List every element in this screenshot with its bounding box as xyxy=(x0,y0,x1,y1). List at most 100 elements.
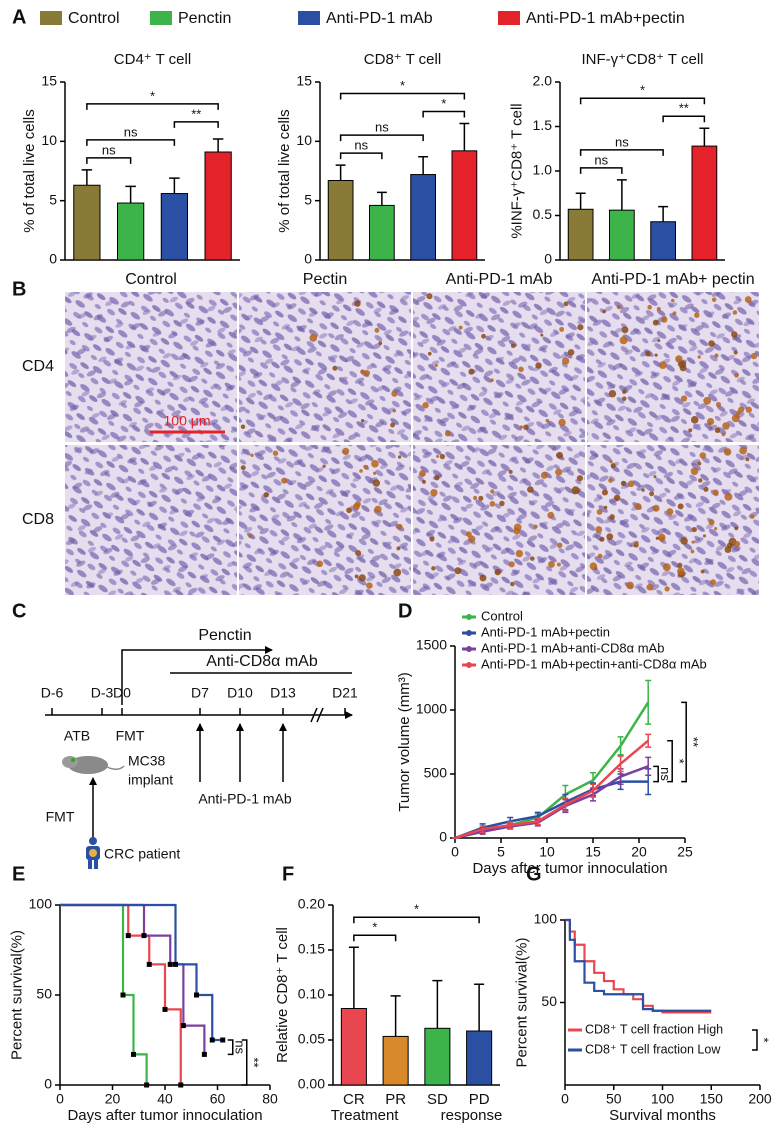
legend-label: Control xyxy=(481,608,523,623)
y-tick-label: 1500 xyxy=(416,637,447,653)
stain-spot xyxy=(396,523,403,530)
day-label: D-3 xyxy=(91,685,114,701)
stain-spot xyxy=(494,568,501,576)
censor-marker xyxy=(141,933,147,939)
stain-spot xyxy=(710,579,716,586)
significance-bracket xyxy=(579,97,706,105)
day-label: D7 xyxy=(191,685,209,701)
significance-bracket xyxy=(86,103,219,110)
significance-label: ns xyxy=(658,767,673,781)
y-tick-label: 15 xyxy=(296,73,312,89)
bar xyxy=(424,1027,451,1086)
stain-spot xyxy=(468,368,475,375)
stain-spot xyxy=(736,410,741,416)
micrograph xyxy=(413,445,585,595)
stain-spot xyxy=(706,417,715,426)
y-axis-label: %INF-γ⁺CD8⁺ T cell xyxy=(508,103,525,238)
stain-spot xyxy=(597,553,603,559)
legend-label: Anti-PD-1 mAb+pectin+anti-CD8α mAb xyxy=(481,656,707,671)
panel-label: D xyxy=(398,600,412,622)
error-bar xyxy=(125,185,136,204)
stain-spot xyxy=(703,486,709,492)
error-bar xyxy=(390,995,401,1037)
stain-spot xyxy=(654,353,658,357)
micrograph-layer xyxy=(587,292,759,442)
x-tick-label: 60 xyxy=(210,1091,226,1107)
error-bar xyxy=(617,755,624,773)
error-bar xyxy=(507,821,514,830)
error-bar xyxy=(658,205,669,222)
error-bar xyxy=(81,169,93,186)
micrograph xyxy=(587,292,759,442)
y-tick-label: 50 xyxy=(36,986,52,1002)
stain-spot xyxy=(724,546,732,553)
x-axis-label: Days after tumor innoculation xyxy=(67,1107,262,1124)
stain-spot xyxy=(430,489,438,497)
stain-spot xyxy=(595,526,603,534)
stain-spot xyxy=(397,455,402,459)
micrograph-layer xyxy=(239,445,411,595)
x-axis-label: Days after tumor innoculation xyxy=(472,860,667,877)
stain-spot xyxy=(657,339,661,343)
stain-spot xyxy=(608,389,617,398)
x-tick-label: 200 xyxy=(748,1091,772,1107)
stain-spot xyxy=(700,569,705,574)
panel-label: E xyxy=(12,863,25,885)
pectin-arrow xyxy=(121,646,273,705)
stain-spot xyxy=(672,311,677,316)
censor-marker xyxy=(131,1051,136,1057)
stain-spot xyxy=(620,480,627,486)
stain-spot xyxy=(655,536,659,540)
bar xyxy=(327,179,354,261)
stain-spot xyxy=(393,568,402,577)
stain-spot xyxy=(714,527,718,531)
stain-spot xyxy=(621,326,629,334)
y-tick-label: 10 xyxy=(41,132,57,148)
bar xyxy=(369,204,395,261)
stain-spot xyxy=(332,365,338,371)
y-tick-label: 0.5 xyxy=(533,206,553,222)
column-label: Anti-PD-1 mAb xyxy=(446,271,553,288)
censor-marker xyxy=(146,961,152,967)
stain-spot xyxy=(499,500,505,507)
stain-spot xyxy=(750,514,755,519)
stain-spot xyxy=(641,488,645,492)
stain-spot xyxy=(508,469,513,474)
stain-spot xyxy=(610,463,616,469)
stain-spot xyxy=(342,447,350,455)
y-tick-label: 2.0 xyxy=(533,73,553,89)
stain-spot xyxy=(652,319,659,326)
stain-spot xyxy=(513,527,521,535)
significance-label: * xyxy=(757,1037,772,1042)
censor-marker xyxy=(220,1037,226,1043)
significance-label: ns xyxy=(232,1040,247,1054)
stain-spot xyxy=(439,453,446,460)
stain-spot xyxy=(429,536,435,542)
stain-spot xyxy=(490,378,494,383)
significance-bracket xyxy=(681,701,687,783)
stain-spot xyxy=(698,478,703,483)
x-tick-label: 0 xyxy=(561,1091,569,1107)
x-tick-label: 15 xyxy=(585,844,601,860)
stain-spot xyxy=(555,468,563,476)
schematic-label: FMT xyxy=(116,728,145,744)
bar xyxy=(451,150,478,261)
stain-spot xyxy=(434,363,438,367)
stain-spot xyxy=(263,492,269,498)
stain-spot xyxy=(609,460,613,464)
stain-spot xyxy=(390,422,395,428)
stain-spot xyxy=(419,470,426,477)
stain-spot xyxy=(690,549,695,554)
y-axis-label: Relative CD8⁺ T cell xyxy=(274,927,291,1063)
stain-spot xyxy=(699,452,707,459)
stain-spot xyxy=(427,351,432,356)
censor-marker xyxy=(162,1006,168,1012)
stain-spot xyxy=(714,427,721,434)
y-tick-label: 1.0 xyxy=(533,162,553,178)
legend-label: Anti-PD-1 mAb+anti-CD8α mAb xyxy=(481,640,664,655)
stain-spot xyxy=(645,351,651,357)
censor-marker xyxy=(144,1082,150,1088)
stain-spot xyxy=(662,563,671,572)
column-label: Control xyxy=(125,271,177,288)
schematic-label: ATB xyxy=(64,728,90,744)
